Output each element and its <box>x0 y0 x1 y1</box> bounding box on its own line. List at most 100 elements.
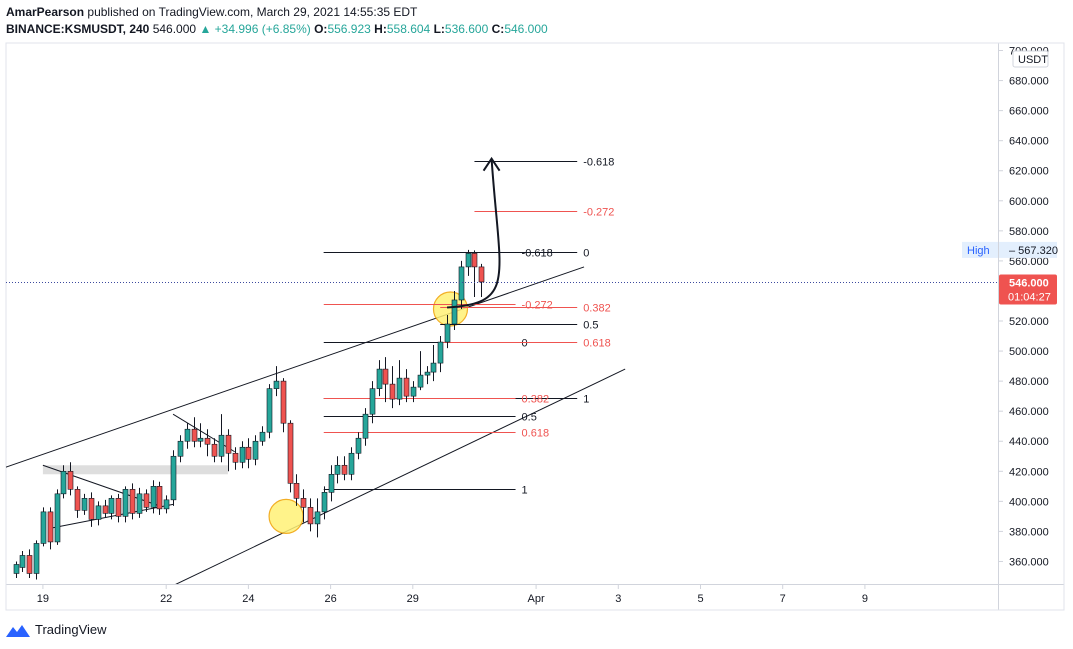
candle[interactable] <box>376 360 383 397</box>
candle[interactable] <box>170 450 177 506</box>
candle[interactable] <box>389 366 396 409</box>
candle[interactable] <box>47 507 54 550</box>
last-price-tag <box>999 274 1057 305</box>
candle[interactable] <box>102 499 109 518</box>
candle[interactable] <box>259 426 266 446</box>
candle[interactable] <box>252 435 259 466</box>
candle[interactable] <box>33 540 40 580</box>
candle[interactable] <box>54 489 61 545</box>
candle[interactable] <box>143 489 150 512</box>
candle[interactable] <box>115 493 122 523</box>
projection-arrow[interactable] <box>446 158 501 309</box>
candle-body <box>67 470 74 490</box>
candle[interactable] <box>74 486 81 518</box>
high-label: H: <box>374 22 387 36</box>
fib-level-label: 0.5 <box>522 412 537 424</box>
trend-line[interactable] <box>172 413 235 453</box>
candle-body <box>184 428 191 442</box>
candle[interactable] <box>300 489 307 523</box>
candle[interactable] <box>430 345 437 382</box>
candle[interactable] <box>266 384 273 439</box>
candle[interactable] <box>191 417 198 448</box>
projection-arrow-head <box>482 156 501 172</box>
plot-area[interactable]: -0.618 -0.272 0 -0.618 -0.272 0.382 0.5 0 0.618 1… <box>0 156 626 603</box>
channel-line[interactable] <box>139 368 626 602</box>
candle[interactable] <box>280 378 287 433</box>
y-tick-label: 420.000 <box>1009 466 1049 478</box>
candle[interactable] <box>184 423 191 449</box>
tradingview-branding[interactable]: TradingView <box>6 622 107 637</box>
candle[interactable] <box>348 447 355 481</box>
candle[interactable] <box>451 290 458 331</box>
y-tick-label: 380.000 <box>1009 526 1049 538</box>
candle-body <box>348 452 355 475</box>
candle[interactable] <box>458 260 465 309</box>
candle[interactable] <box>13 561 20 578</box>
candle[interactable] <box>341 456 348 481</box>
candle[interactable] <box>437 336 444 373</box>
candle[interactable] <box>403 369 410 403</box>
candle[interactable] <box>95 501 102 526</box>
candle[interactable] <box>204 429 211 457</box>
candle[interactable] <box>211 438 218 463</box>
candle-body <box>341 464 348 475</box>
candle[interactable] <box>471 250 478 297</box>
candle[interactable] <box>444 315 451 349</box>
candle[interactable] <box>362 408 369 446</box>
candle[interactable] <box>287 420 294 493</box>
candle-body <box>40 511 47 544</box>
candle[interactable] <box>150 480 157 514</box>
candle[interactable] <box>177 435 184 463</box>
candle[interactable] <box>19 550 26 572</box>
author-name[interactable]: AmarPearson <box>6 5 85 19</box>
candle[interactable] <box>81 493 88 515</box>
candle[interactable] <box>307 498 314 532</box>
candle[interactable] <box>129 483 136 520</box>
candle[interactable] <box>478 263 485 297</box>
candle[interactable] <box>88 492 95 527</box>
candle[interactable] <box>314 498 321 538</box>
candle[interactable] <box>424 366 431 385</box>
candle[interactable] <box>67 462 74 496</box>
candle[interactable] <box>417 351 424 391</box>
candle[interactable] <box>197 423 204 448</box>
candle[interactable] <box>369 381 376 424</box>
candle-body <box>410 386 417 397</box>
candle[interactable] <box>328 465 335 502</box>
candle-body <box>252 440 259 460</box>
fib-level-label: 0 <box>522 338 528 350</box>
candle[interactable] <box>156 481 163 515</box>
candle[interactable] <box>122 486 129 523</box>
candle[interactable] <box>273 366 280 397</box>
candle[interactable] <box>465 249 472 276</box>
candle[interactable] <box>396 360 403 406</box>
candle[interactable] <box>136 487 143 518</box>
candle[interactable] <box>60 465 67 499</box>
candle[interactable] <box>410 381 417 403</box>
candle[interactable] <box>321 486 328 520</box>
bar-countdown: 01:04:27 <box>1008 292 1051 304</box>
candle[interactable] <box>26 549 33 578</box>
candle[interactable] <box>334 456 341 484</box>
candle[interactable] <box>355 432 362 460</box>
candle-body <box>225 434 232 454</box>
candle[interactable] <box>163 495 170 514</box>
candle[interactable] <box>108 495 115 520</box>
candle-body <box>26 555 33 574</box>
candle[interactable] <box>218 414 225 463</box>
symbol-label[interactable]: BINANCE:KSMUSDT, 240 <box>6 22 150 36</box>
candle[interactable] <box>245 438 252 469</box>
candle[interactable] <box>40 507 47 547</box>
currency-tag[interactable]: USDT <box>1012 50 1049 68</box>
candle-body <box>321 492 328 513</box>
candle[interactable] <box>232 447 239 470</box>
candle-body <box>197 437 204 442</box>
candle-body <box>424 371 431 376</box>
candle-body <box>376 368 383 389</box>
candle[interactable] <box>293 474 300 506</box>
candle[interactable] <box>239 441 246 469</box>
candle[interactable] <box>382 357 389 403</box>
candle[interactable] <box>225 429 232 472</box>
y-tick-label: 460.000 <box>1009 406 1049 418</box>
